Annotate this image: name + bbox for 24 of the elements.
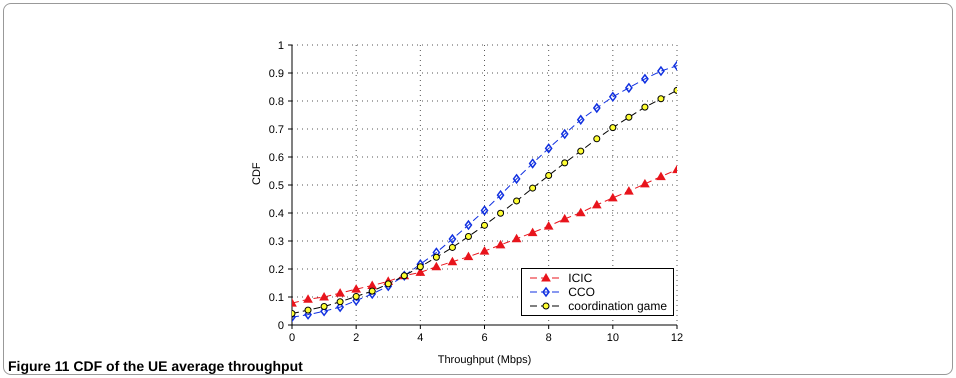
x-tick-label: 2 [353, 332, 360, 344]
x-tick-label: 12 [670, 332, 684, 344]
caption: Figure 11 CDF of the UE average throughput [8, 358, 303, 374]
y-tick-label: 0.6 [268, 152, 284, 164]
x-tick-label: 0 [288, 332, 296, 344]
x-tick-label: 10 [606, 332, 619, 344]
y-tick-label: 1 [278, 40, 284, 52]
legend-label: CCO [568, 285, 595, 299]
x-tick-label: 4 [417, 332, 424, 344]
legend-label: ICIC [568, 271, 592, 285]
y-tick-label: 0.1 [268, 292, 284, 304]
y-tick-label: 0.2 [268, 264, 284, 276]
legend-label: coordination game [568, 299, 667, 313]
y-axis-title: CDF [250, 162, 263, 185]
y-tick-label: 0.3 [268, 236, 284, 248]
x-tick-label: 8 [546, 332, 552, 344]
y-tick-label: 0.4 [268, 208, 284, 220]
y-tick-label: 0.5 [268, 180, 284, 192]
y-tick-label: 0.9 [268, 68, 284, 80]
y-tick-label: 0 [278, 320, 284, 332]
x-axis-title: Throughput (Mbps) [438, 354, 532, 366]
x-tick-label: 6 [481, 332, 488, 344]
y-tick-label: 0.7 [268, 124, 284, 136]
y-tick-label: 0.8 [268, 96, 284, 108]
